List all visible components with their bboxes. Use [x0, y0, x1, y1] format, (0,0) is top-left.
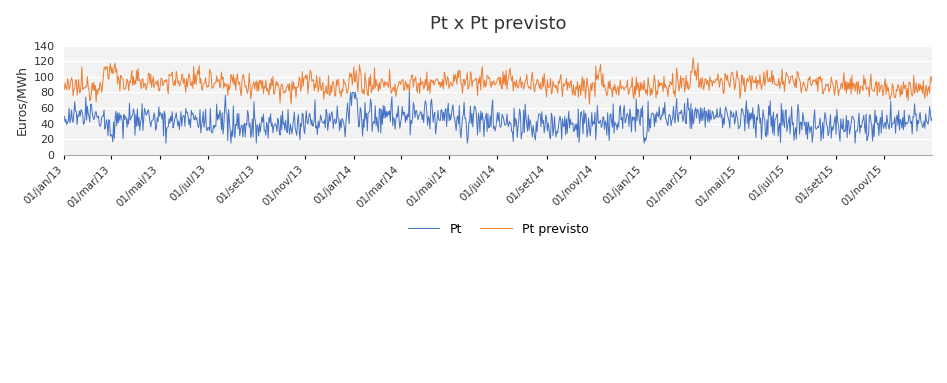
Title: Pt x Pt previsto: Pt x Pt previsto: [430, 15, 566, 33]
Line: Pt: Pt: [64, 92, 932, 143]
Y-axis label: Euros/MWh: Euros/MWh: [15, 65, 28, 135]
Legend: Pt, Pt previsto: Pt, Pt previsto: [403, 218, 594, 241]
Line: Pt previsto: Pt previsto: [64, 58, 932, 104]
